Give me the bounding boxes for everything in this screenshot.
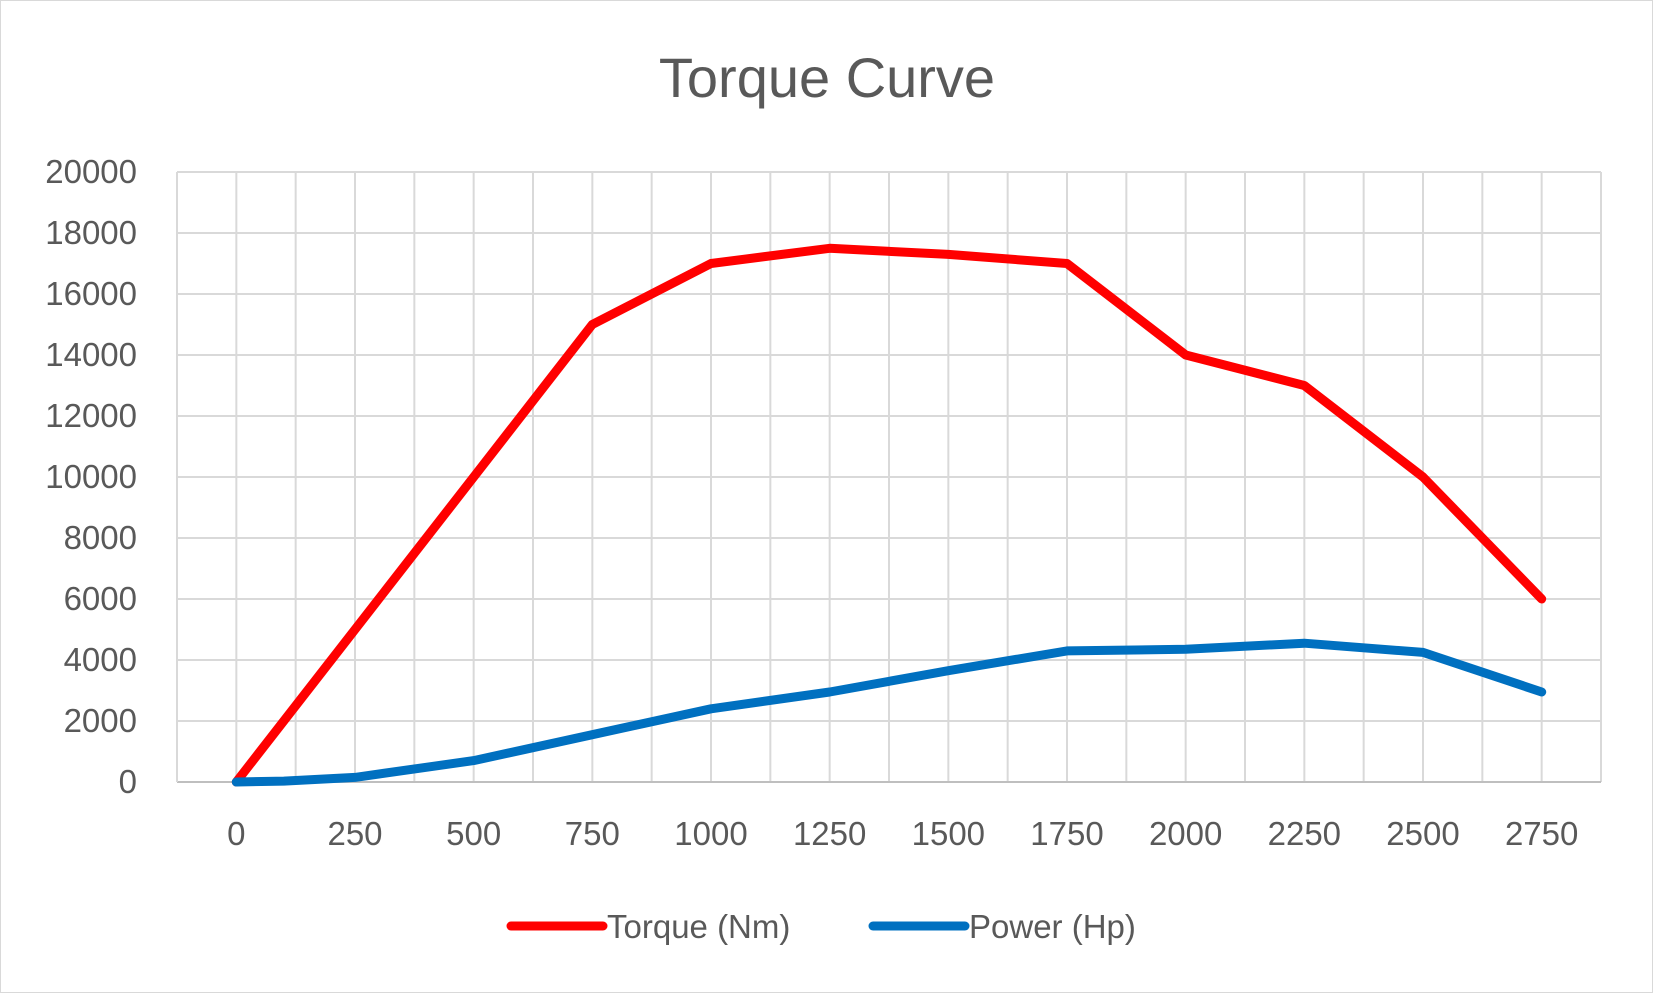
legend-label: Power (Hp)	[969, 908, 1136, 945]
x-tick-label: 500	[446, 815, 501, 852]
x-tick-label: 750	[565, 815, 620, 852]
legend-label: Torque (Nm)	[607, 908, 790, 945]
y-tick-label: 20000	[45, 153, 137, 190]
y-tick-label: 18000	[45, 214, 137, 251]
x-tick-label: 1000	[674, 815, 747, 852]
grid-lines	[177, 172, 1601, 782]
y-axis-tick-labels: 0 2000 4000 6000 8000 10000 12000 14000 16000 180…	[45, 153, 137, 800]
y-tick-label: 4000	[64, 641, 137, 678]
y-tick-label: 8000	[64, 519, 137, 556]
y-tick-label: 10000	[45, 458, 137, 495]
legend: Torque (Nm) Power (Hp)	[511, 908, 1136, 945]
x-axis-tick-labels: 0 250 500 750 1000 1250 1500 1750 2000 2250 2500 27…	[227, 815, 1578, 852]
y-tick-label: 2000	[64, 702, 137, 739]
y-tick-label: 16000	[45, 275, 137, 312]
x-tick-label: 0	[227, 815, 245, 852]
chart-title: Torque Curve	[659, 46, 995, 109]
x-tick-label: 2750	[1505, 815, 1578, 852]
y-tick-label: 6000	[64, 580, 137, 617]
y-tick-label: 0	[119, 763, 137, 800]
y-tick-label: 14000	[45, 336, 137, 373]
y-tick-label: 12000	[45, 397, 137, 434]
x-tick-label: 250	[327, 815, 382, 852]
x-tick-label: 2500	[1386, 815, 1459, 852]
x-tick-label: 2000	[1149, 815, 1222, 852]
x-tick-label: 1250	[793, 815, 866, 852]
x-tick-label: 2250	[1268, 815, 1341, 852]
x-tick-label: 1500	[912, 815, 985, 852]
x-tick-label: 1750	[1030, 815, 1103, 852]
